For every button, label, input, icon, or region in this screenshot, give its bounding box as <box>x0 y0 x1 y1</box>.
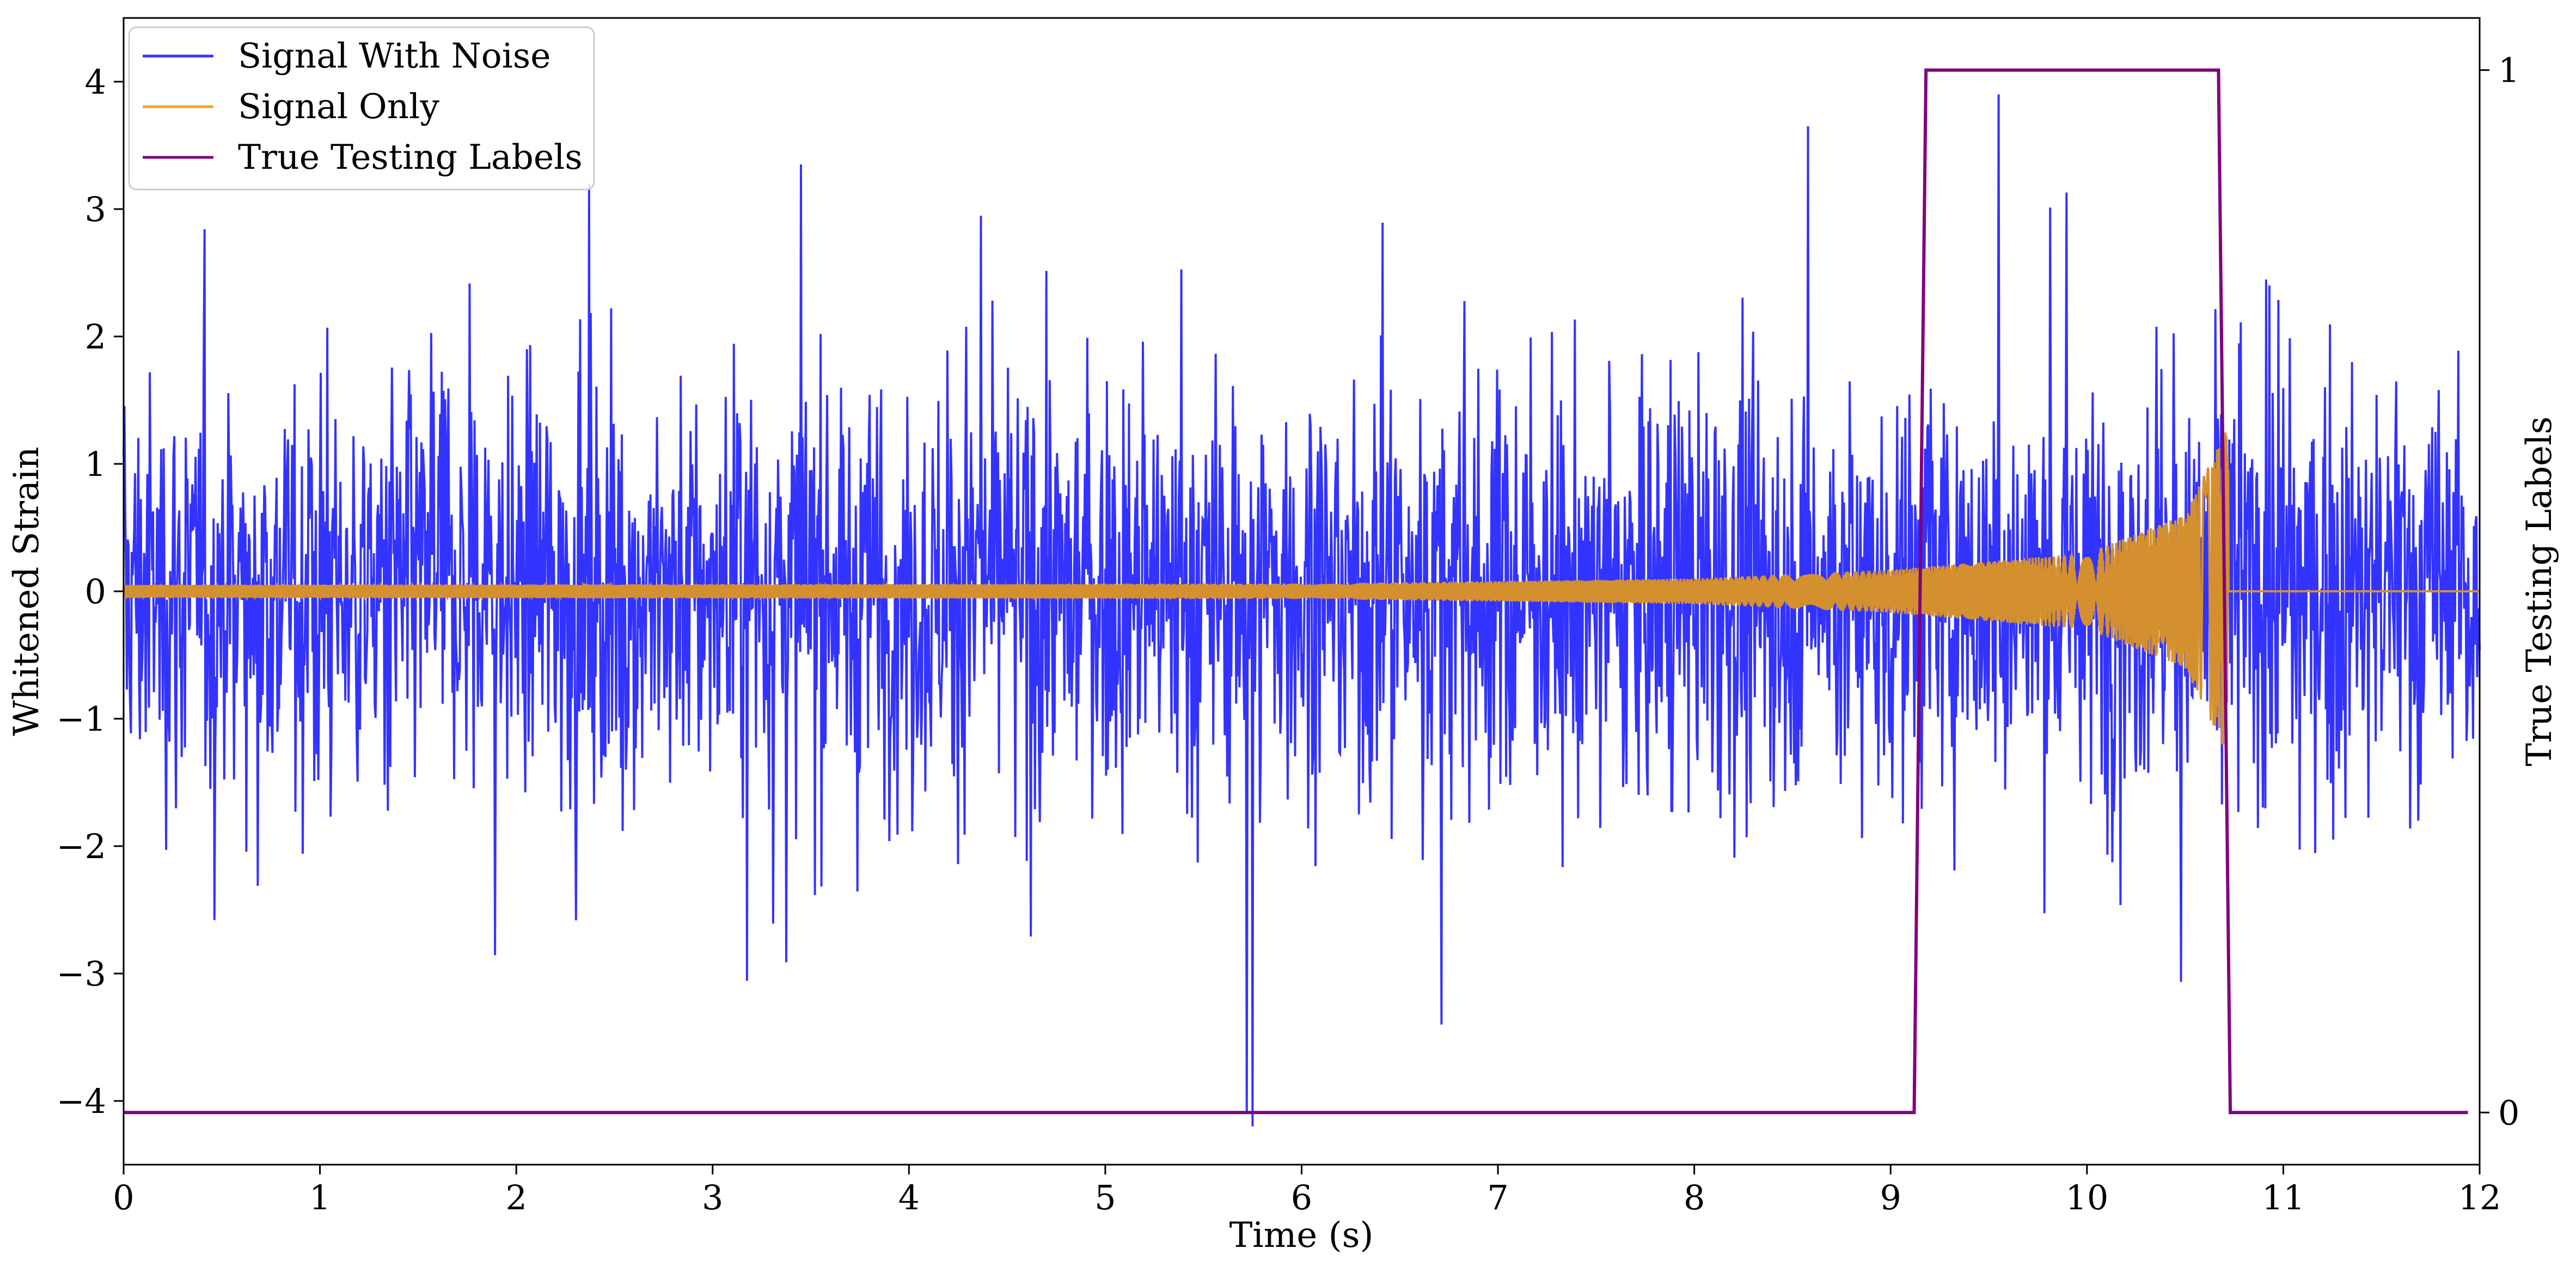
x-tick-label: 9 <box>1880 1178 1901 1217</box>
legend-box <box>128 26 595 191</box>
y-tick-label: −3 <box>57 954 106 994</box>
y-tick-label: −2 <box>57 827 106 866</box>
x-tick-label: 8 <box>1684 1178 1705 1217</box>
x-tick-label: 6 <box>1291 1178 1312 1217</box>
y-tick-label: 3 <box>85 189 106 229</box>
x-tick-label: 1 <box>309 1178 331 1217</box>
legend: Signal With Noise Signal Only True Testi… <box>128 26 595 191</box>
y-axis-label: Whitened Strain <box>7 446 47 736</box>
legend-label-signal-only: Signal Only <box>238 87 439 126</box>
x-tick-label: 5 <box>1094 1178 1116 1217</box>
series-true-testing-labels <box>124 68 2468 1115</box>
legend-label-true-testing-labels: True Testing Labels <box>238 137 583 177</box>
x-tick-label: 7 <box>1487 1178 1508 1217</box>
y2-tick-label: 1 <box>2498 51 2519 90</box>
x-tick-label: 3 <box>702 1178 723 1217</box>
x-tick-label: 2 <box>505 1178 527 1217</box>
y-tick-label: 1 <box>85 444 106 484</box>
legend-label-signal-with-noise: Signal With Noise <box>238 36 550 76</box>
y-tick-label: −4 <box>57 1081 106 1121</box>
x-tick-label: 4 <box>898 1178 920 1217</box>
series-signal-only <box>123 432 2480 745</box>
x-tick-label: 10 <box>2065 1178 2108 1217</box>
y-tick-label: −1 <box>57 699 106 739</box>
y2-axis-label: True Testing Labels <box>2519 417 2560 767</box>
y-tick-label: 0 <box>85 572 106 611</box>
x-tick-label: 11 <box>2262 1178 2305 1217</box>
y2-tick-label: 0 <box>2498 1093 2519 1133</box>
x-tick-label: 0 <box>113 1178 134 1217</box>
x-axis-label: Time (s) <box>1229 1215 1374 1256</box>
y-tick-label: 4 <box>85 62 106 102</box>
x-tick-label: 12 <box>2458 1178 2501 1217</box>
y-tick-label: 2 <box>85 317 106 357</box>
series-layer <box>123 68 2481 1127</box>
